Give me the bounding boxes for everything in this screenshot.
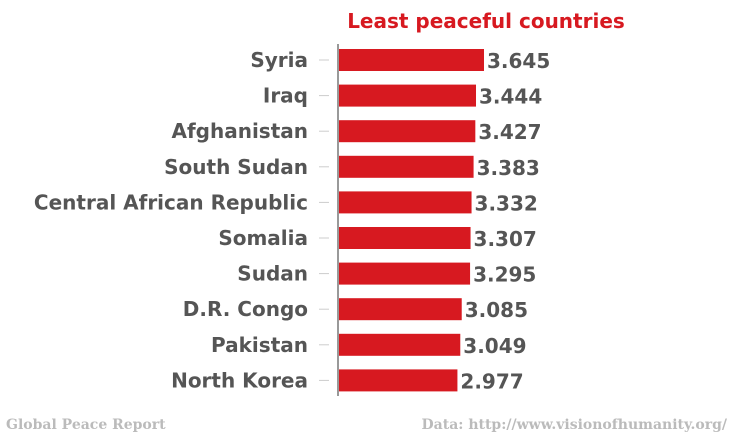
- value-label: 3.307: [474, 227, 537, 251]
- chart-title: Least peaceful countries: [347, 9, 625, 33]
- category-label: D.R. Congo: [183, 297, 308, 321]
- bars-group: Syria 3.645 Iraq 3.444 Afghanistan 3.427 South…: [34, 48, 550, 393]
- category-label: South Sudan: [164, 155, 308, 179]
- category-label: Iraq: [263, 84, 308, 108]
- category-label: Afghanistan: [171, 119, 308, 143]
- category-label: Somalia: [218, 226, 308, 250]
- bar: [339, 84, 477, 107]
- bar: [339, 120, 476, 143]
- bar: [339, 155, 474, 178]
- bar: [339, 191, 472, 214]
- bar: [339, 227, 471, 249]
- category-label: Pakistan: [211, 333, 308, 357]
- footer-source-left: Global Peace Report: [6, 417, 166, 433]
- category-label: Syria: [250, 48, 308, 72]
- value-label: 2.977: [460, 369, 523, 393]
- value-label: 3.049: [463, 334, 526, 358]
- category-label: Sudan: [237, 262, 308, 286]
- category-label: Central African Republic: [34, 190, 308, 214]
- value-label: 3.332: [475, 191, 538, 215]
- category-label: North Korea: [171, 368, 308, 392]
- value-label: 3.427: [478, 120, 541, 144]
- footer-data-credit: Data: http://www.visionofhumanity.org/: [421, 417, 727, 433]
- value-label: 3.383: [477, 156, 540, 180]
- bar: [339, 333, 461, 356]
- bar: [339, 369, 458, 392]
- bar: [339, 298, 462, 321]
- value-label: 3.295: [473, 263, 536, 287]
- bar: [339, 49, 484, 71]
- value-label: 3.444: [479, 85, 542, 109]
- value-label: 3.085: [465, 298, 528, 322]
- value-label: 3.645: [487, 49, 550, 73]
- bar: [339, 262, 471, 285]
